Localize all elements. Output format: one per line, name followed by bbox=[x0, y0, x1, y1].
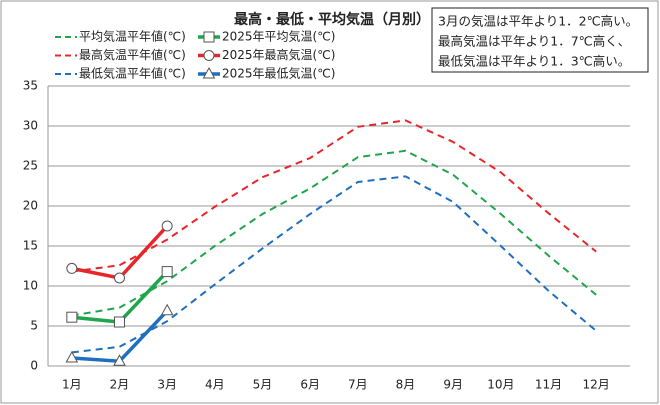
x-tick-label: 6月 bbox=[300, 378, 320, 392]
legend-label: 2025年最低気温(℃) bbox=[222, 66, 335, 81]
x-tick-label: 7月 bbox=[348, 378, 368, 392]
marker bbox=[65, 350, 79, 363]
marker bbox=[160, 303, 174, 316]
marker bbox=[161, 220, 173, 232]
marker bbox=[161, 266, 173, 278]
marker bbox=[203, 50, 215, 61]
marker bbox=[66, 262, 78, 274]
annotation: 最低気温は平年より1．3℃高い。 bbox=[438, 54, 630, 69]
x-tick-label: 11月 bbox=[535, 378, 562, 392]
marker bbox=[203, 31, 215, 43]
marker bbox=[114, 272, 125, 284]
series-line bbox=[71, 149, 597, 317]
x-tick-label: 3月 bbox=[157, 378, 177, 392]
y-tick-label: 0 bbox=[30, 359, 38, 373]
x-tick-label: 5月 bbox=[253, 378, 273, 392]
x-tick-label: 10月 bbox=[487, 378, 514, 392]
x-tick-label: 1月 bbox=[62, 378, 82, 392]
legend-label: 2025年平均気温(℃) bbox=[222, 29, 335, 44]
marker bbox=[113, 354, 126, 366]
annotation-box bbox=[431, 7, 649, 73]
marker bbox=[114, 316, 125, 328]
series-line bbox=[71, 175, 597, 354]
legend-label: 2025年最高気温(℃) bbox=[222, 47, 335, 62]
legend-label: 最低気温平年値(℃) bbox=[79, 66, 186, 81]
chart-title: 最高・最低・平均気温（月別） bbox=[234, 11, 430, 28]
y-tick-label: 35 bbox=[23, 79, 38, 93]
legend-label: 平均気温平年値(℃) bbox=[79, 29, 186, 44]
marker bbox=[66, 311, 78, 323]
marker bbox=[202, 66, 216, 79]
y-tick-label: 10 bbox=[23, 279, 38, 293]
x-tick-label: 8月 bbox=[396, 378, 416, 392]
x-tick-label: 4月 bbox=[205, 378, 225, 392]
y-tick-label: 15 bbox=[23, 239, 38, 253]
y-tick-label: 20 bbox=[23, 199, 38, 213]
x-tick-label: 12月 bbox=[583, 378, 610, 392]
legend-label: 最高気温平年値(℃) bbox=[79, 47, 186, 62]
x-tick-label: 9月 bbox=[443, 378, 463, 392]
annotation: 最高気温は平年より1．7℃高く、 bbox=[438, 34, 630, 49]
y-tick-label: 5 bbox=[30, 319, 38, 333]
y-tick-label: 30 bbox=[23, 119, 38, 133]
x-tick-label: 2月 bbox=[110, 378, 130, 392]
annotation: 3月の気温は平年より1．2℃高い。 bbox=[438, 14, 638, 29]
y-tick-label: 25 bbox=[23, 159, 38, 173]
